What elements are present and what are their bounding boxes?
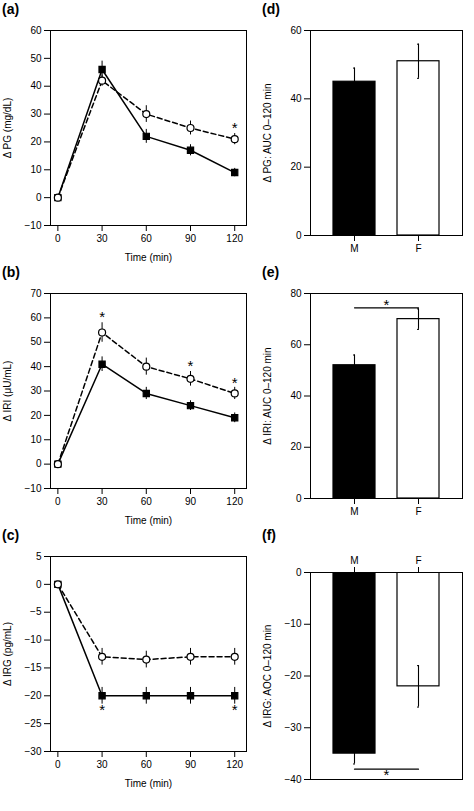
- svg-text:0: 0: [296, 567, 302, 578]
- svg-text:M: M: [350, 555, 358, 566]
- svg-text:*: *: [384, 766, 390, 783]
- svg-text:Δ PG (mg/dL): Δ PG (mg/dL): [2, 98, 13, 159]
- svg-text:10: 10: [30, 434, 42, 445]
- svg-text:Time (min): Time (min): [125, 252, 172, 263]
- svg-text:30: 30: [97, 233, 109, 244]
- svg-text:60: 60: [141, 759, 153, 770]
- svg-text:M: M: [350, 243, 358, 254]
- svg-text:120: 120: [226, 496, 243, 507]
- svg-text:30: 30: [30, 385, 42, 396]
- svg-text:40: 40: [290, 390, 302, 401]
- svg-text:20: 20: [290, 441, 302, 452]
- html-text:(b): (b): [2, 264, 20, 280]
- svg-text:F: F: [415, 555, 421, 566]
- svg-text:90: 90: [185, 233, 197, 244]
- svg-text:*: *: [99, 308, 105, 325]
- svg-text:−20: −20: [25, 690, 42, 701]
- svg-text:*: *: [384, 296, 390, 313]
- svg-text:20: 20: [30, 136, 42, 147]
- svg-text:−25: −25: [25, 718, 42, 729]
- svg-text:Δ IRI (μU/mL): Δ IRI (μU/mL): [2, 361, 13, 422]
- svg-text:0: 0: [36, 579, 42, 590]
- svg-text:M: M: [350, 506, 358, 517]
- svg-text:0: 0: [55, 496, 61, 507]
- svg-text:F: F: [415, 243, 421, 254]
- svg-text:*: *: [232, 374, 238, 391]
- svg-text:Time (min): Time (min): [125, 778, 172, 789]
- svg-text:−10: −10: [25, 220, 42, 231]
- svg-text:−5: −5: [30, 606, 42, 617]
- svg-text:0: 0: [296, 230, 302, 241]
- svg-text:90: 90: [185, 759, 197, 770]
- svg-text:Δ IRI: AUC 0–120 min: Δ IRI: AUC 0–120 min: [262, 347, 273, 444]
- svg-text:Δ PG: AUC 0–120 min: Δ PG: AUC 0–120 min: [262, 84, 273, 183]
- svg-text:30: 30: [97, 759, 109, 770]
- svg-text:50: 50: [30, 336, 42, 347]
- svg-text:40: 40: [30, 361, 42, 372]
- svg-text:90: 90: [185, 496, 197, 507]
- svg-text:30: 30: [30, 108, 42, 119]
- svg-text:60: 60: [290, 25, 302, 36]
- svg-text:120: 120: [226, 233, 243, 244]
- svg-text:70: 70: [30, 288, 42, 299]
- html-text:(c): (c): [2, 527, 20, 543]
- svg-text:0: 0: [55, 233, 61, 244]
- svg-text:10: 10: [30, 164, 42, 175]
- svg-text:50: 50: [30, 53, 42, 64]
- svg-text:30: 30: [97, 496, 109, 507]
- svg-text:120: 120: [226, 759, 243, 770]
- html-text:(e): (e): [262, 264, 280, 280]
- svg-text:60: 60: [30, 25, 42, 36]
- svg-text:*: *: [232, 701, 238, 718]
- svg-text:−15: −15: [25, 662, 42, 673]
- svg-text:0: 0: [296, 493, 302, 504]
- svg-text:40: 40: [30, 80, 42, 91]
- svg-text:40: 40: [290, 93, 302, 104]
- svg-text:*: *: [188, 357, 194, 374]
- svg-text:−20: −20: [285, 670, 302, 681]
- svg-text:0: 0: [36, 458, 42, 469]
- svg-text:0: 0: [55, 759, 61, 770]
- svg-text:20: 20: [30, 410, 42, 421]
- svg-text:5: 5: [36, 551, 42, 562]
- svg-text:20: 20: [290, 161, 302, 172]
- svg-text:Time (min): Time (min): [125, 515, 172, 526]
- svg-text:−10: −10: [25, 634, 42, 645]
- svg-text:Δ IRG (pg/mL): Δ IRG (pg/mL): [2, 622, 13, 686]
- svg-text:60: 60: [141, 233, 153, 244]
- svg-text:0: 0: [36, 192, 42, 203]
- html-text:(d): (d): [262, 1, 280, 17]
- svg-text:80: 80: [290, 288, 302, 299]
- svg-text:−30: −30: [285, 722, 302, 733]
- svg-text:Δ IRG: AOC 0–120 min: Δ IRG: AOC 0–120 min: [262, 625, 273, 728]
- svg-text:−10: −10: [25, 483, 42, 494]
- svg-text:60: 60: [141, 496, 153, 507]
- svg-text:−30: −30: [25, 746, 42, 757]
- svg-text:*: *: [99, 701, 105, 718]
- svg-text:60: 60: [290, 339, 302, 350]
- svg-text:F: F: [415, 506, 421, 517]
- svg-text:*: *: [232, 119, 238, 136]
- html-text:(a): (a): [2, 1, 20, 17]
- svg-text:−40: −40: [285, 774, 302, 785]
- svg-text:60: 60: [30, 312, 42, 323]
- html-text:(f): (f): [262, 527, 276, 543]
- svg-text:−10: −10: [285, 618, 302, 629]
